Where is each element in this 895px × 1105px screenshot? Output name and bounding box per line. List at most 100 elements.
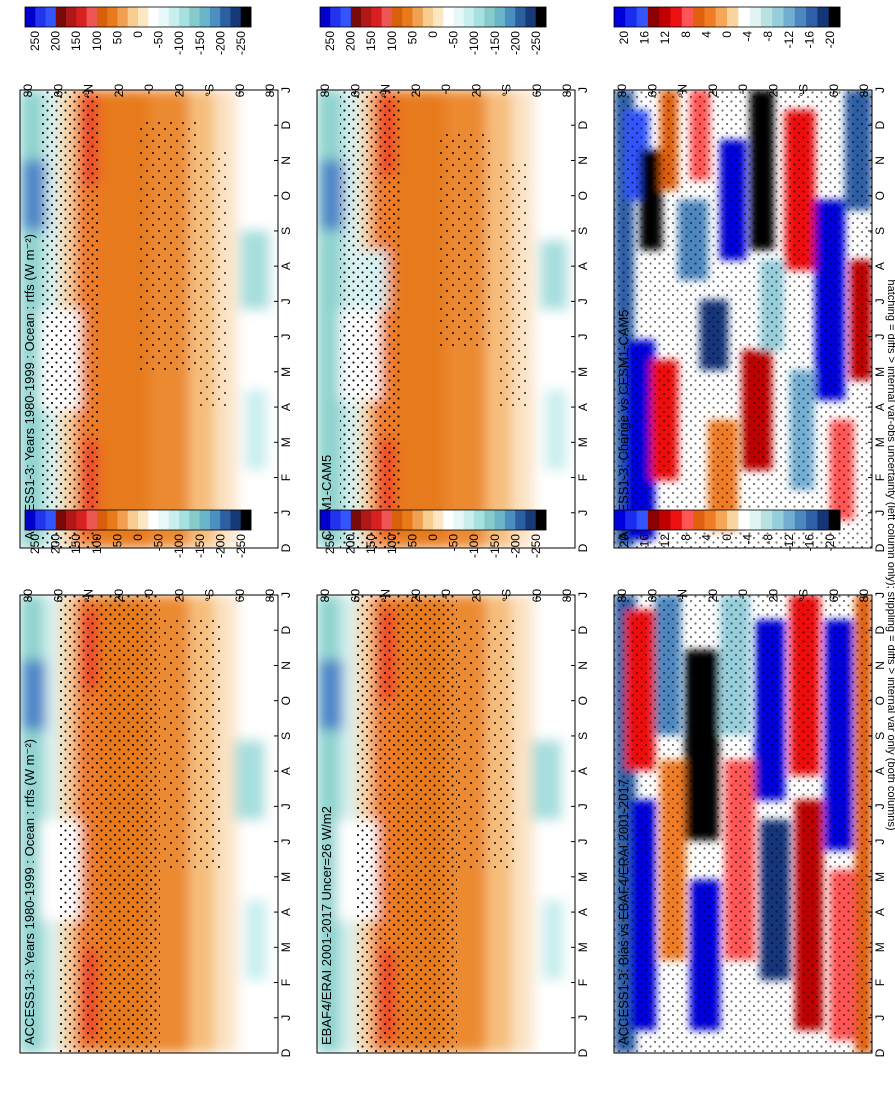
colorbar-swatch bbox=[189, 510, 201, 530]
colorbar-swatch bbox=[738, 510, 750, 530]
x-tick-label: A bbox=[279, 767, 293, 775]
x-tick-label: M bbox=[873, 437, 887, 447]
colorbar-swatch bbox=[433, 510, 444, 530]
colorbar-label: 200 bbox=[49, 534, 63, 554]
colorbar-frame bbox=[613, 509, 841, 531]
x-tick-label: A bbox=[279, 403, 293, 411]
colorbar-swatch bbox=[727, 7, 739, 27]
heatmap-field bbox=[614, 90, 872, 548]
heatmap-field bbox=[317, 90, 575, 548]
y-tick-label: 20 bbox=[172, 589, 186, 603]
colorbar-label: -100 bbox=[467, 534, 481, 558]
colorbar-swatch bbox=[371, 7, 383, 27]
colorbar-label: 12 bbox=[658, 31, 672, 45]
colorbar-label: 150 bbox=[364, 31, 378, 51]
panel-title-bias: ACCESS1-3: Bias vs EBAF4/ERAI 2001-2017 bbox=[616, 779, 631, 1045]
x-tick-label: O bbox=[279, 191, 293, 200]
colorbar-swatch bbox=[230, 7, 242, 27]
y-tick-label: 60 bbox=[645, 589, 659, 603]
x-tick-label: D bbox=[576, 543, 590, 552]
colorbar-swatch bbox=[199, 7, 211, 27]
colorbar-swatch bbox=[76, 510, 88, 530]
colorbar-swatch bbox=[412, 7, 424, 27]
colorbar-swatch bbox=[45, 7, 57, 27]
colorbar-accessR: 250 200 150 100 50 0 -50 -100 -150 -200 -250 bbox=[24, 6, 252, 55]
colorbar-label: 200 bbox=[344, 31, 358, 51]
x-tick-label: A bbox=[873, 403, 887, 411]
y-tick-label: 60 bbox=[827, 589, 841, 603]
x-tick-label: J bbox=[279, 803, 293, 809]
colorbar-swatch bbox=[525, 510, 537, 530]
colorbar-swatch bbox=[158, 7, 170, 27]
colorbar-swatch bbox=[127, 7, 139, 27]
x-tick-label: M bbox=[576, 367, 590, 377]
y-tick-label: 80 bbox=[318, 84, 332, 98]
colorbar-swatch bbox=[350, 7, 362, 27]
colorbar-swatch bbox=[453, 510, 465, 530]
colorbar-swatch bbox=[783, 510, 796, 530]
x-tick-label: O bbox=[576, 696, 590, 705]
colorbar-swatch bbox=[817, 510, 830, 530]
colorbar-swatch bbox=[715, 510, 728, 530]
colorbar-swatch bbox=[443, 7, 454, 27]
x-tick-label: S bbox=[279, 732, 293, 740]
colorbar-swatch bbox=[806, 7, 818, 27]
colorbar-swatch bbox=[738, 7, 750, 27]
colorbar-swatch bbox=[107, 7, 118, 27]
x-tick-label: A bbox=[576, 262, 590, 270]
colorbar-swatch bbox=[515, 510, 526, 530]
colorbar-swatch bbox=[783, 7, 796, 27]
colorbar-swatch bbox=[35, 7, 46, 27]
colorbar-swatch bbox=[433, 7, 444, 27]
y-tick-label: 0 bbox=[439, 589, 453, 596]
colorbar-swatch bbox=[670, 7, 683, 27]
colorbar-swatch bbox=[535, 510, 547, 530]
x-tick-label: J bbox=[873, 592, 887, 598]
colorbar-swatch bbox=[107, 510, 118, 530]
x-tick-label: F bbox=[873, 474, 887, 481]
x-tick-label: A bbox=[576, 767, 590, 775]
y-tick-label: 20 bbox=[766, 84, 780, 98]
colorbar-swatch bbox=[704, 510, 717, 530]
colorbar-swatch bbox=[681, 7, 694, 27]
x-tick-label: J bbox=[279, 592, 293, 598]
colorbar-swatch bbox=[659, 510, 671, 530]
colorbar-swatch bbox=[693, 510, 705, 530]
colorbar-label: -50 bbox=[447, 31, 461, 49]
x-tick-label: A bbox=[576, 908, 590, 916]
y-tick-label: 0 bbox=[142, 589, 156, 596]
colorbar-label: -200 bbox=[508, 534, 522, 558]
colorbar-swatch bbox=[625, 7, 637, 27]
x-tick-label: J bbox=[576, 334, 590, 340]
x-tick-label: M bbox=[279, 942, 293, 952]
colorbar-change: 20 16 12 8 4 0 -4 -8 -12 -16 -20 bbox=[613, 6, 841, 48]
colorbar-swatch bbox=[330, 7, 341, 27]
annotation-layer: ACCESS1-3: Years 1980-1999 : Ocean : rtf… bbox=[21, 84, 887, 1058]
colorbar-frame bbox=[613, 6, 841, 28]
colorbar-swatch bbox=[828, 510, 841, 530]
y-tick-label: 20 bbox=[409, 589, 423, 603]
x-tick-label: J bbox=[576, 510, 590, 516]
colorbar-label: -4 bbox=[741, 31, 755, 42]
colorbar-swatch bbox=[148, 7, 159, 27]
y-tick-label: 80 bbox=[21, 84, 35, 98]
y-tick-label: °N bbox=[379, 589, 393, 602]
colorbar-label: -12 bbox=[782, 534, 796, 552]
colorbar-label: -250 bbox=[529, 534, 543, 558]
colorbar-swatch bbox=[391, 7, 403, 27]
colorbar-swatch bbox=[320, 7, 331, 27]
colorbar-label: 8 bbox=[679, 31, 693, 38]
x-tick-label: M bbox=[873, 367, 887, 377]
colorbar-frame bbox=[319, 6, 547, 28]
colorbar-swatch bbox=[117, 510, 129, 530]
colorbar-swatch bbox=[463, 7, 475, 27]
y-tick-label: °S bbox=[797, 84, 811, 97]
colorbar-swatch bbox=[330, 510, 341, 530]
colorbar-label: -200 bbox=[213, 31, 227, 55]
y-tick-label: 80 bbox=[263, 589, 277, 603]
colorbar-swatch bbox=[749, 7, 762, 27]
colorbar-swatch bbox=[794, 510, 807, 530]
colorbar-frame bbox=[24, 6, 252, 28]
y-tick-label: 0 bbox=[142, 84, 156, 91]
colorbar-swatch bbox=[179, 510, 190, 530]
